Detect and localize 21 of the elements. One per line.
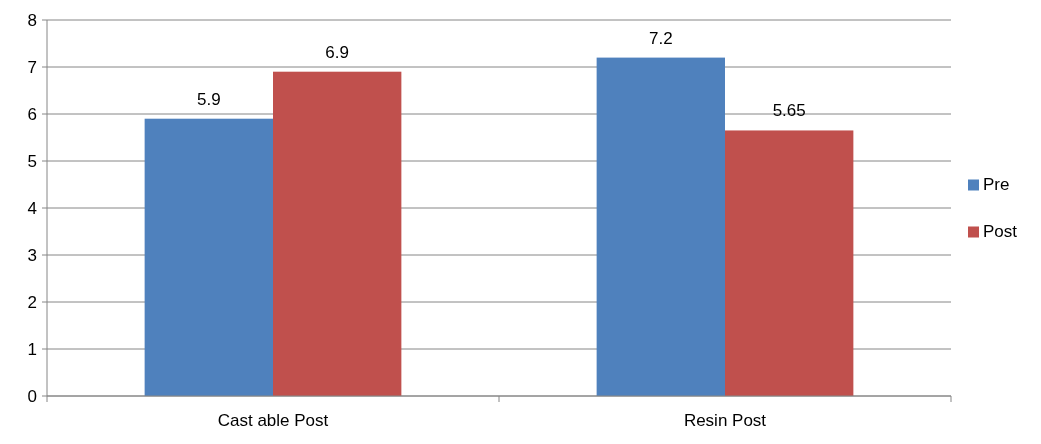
- y-tick-label: 6: [27, 104, 37, 124]
- bar: [725, 130, 854, 396]
- bar: [144, 118, 273, 396]
- data-label: 5.65: [772, 101, 806, 121]
- x-tick-label: Cast able Post: [217, 411, 329, 430]
- data-label: 7.2: [649, 28, 673, 48]
- legend-label: Post: [983, 222, 1018, 242]
- y-tick-label: 5: [27, 151, 37, 171]
- legend-label: Pre: [983, 175, 1010, 195]
- y-tick-label: 1: [27, 339, 37, 359]
- y-tick-label: 7: [27, 57, 37, 77]
- bar: [596, 57, 725, 396]
- bar: [273, 71, 402, 396]
- data-label: 5.9: [197, 89, 221, 109]
- y-tick-label: 4: [27, 198, 37, 218]
- data-label: 6.9: [325, 42, 349, 62]
- y-tick-label: 0: [27, 386, 37, 406]
- y-tick-label: 2: [27, 292, 37, 312]
- x-tick-label: Resin Post: [683, 411, 767, 430]
- y-tick-label: 3: [27, 245, 37, 265]
- y-tick-label: 8: [27, 10, 37, 30]
